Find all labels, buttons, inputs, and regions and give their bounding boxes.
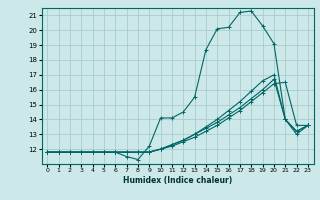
X-axis label: Humidex (Indice chaleur): Humidex (Indice chaleur) bbox=[123, 176, 232, 185]
